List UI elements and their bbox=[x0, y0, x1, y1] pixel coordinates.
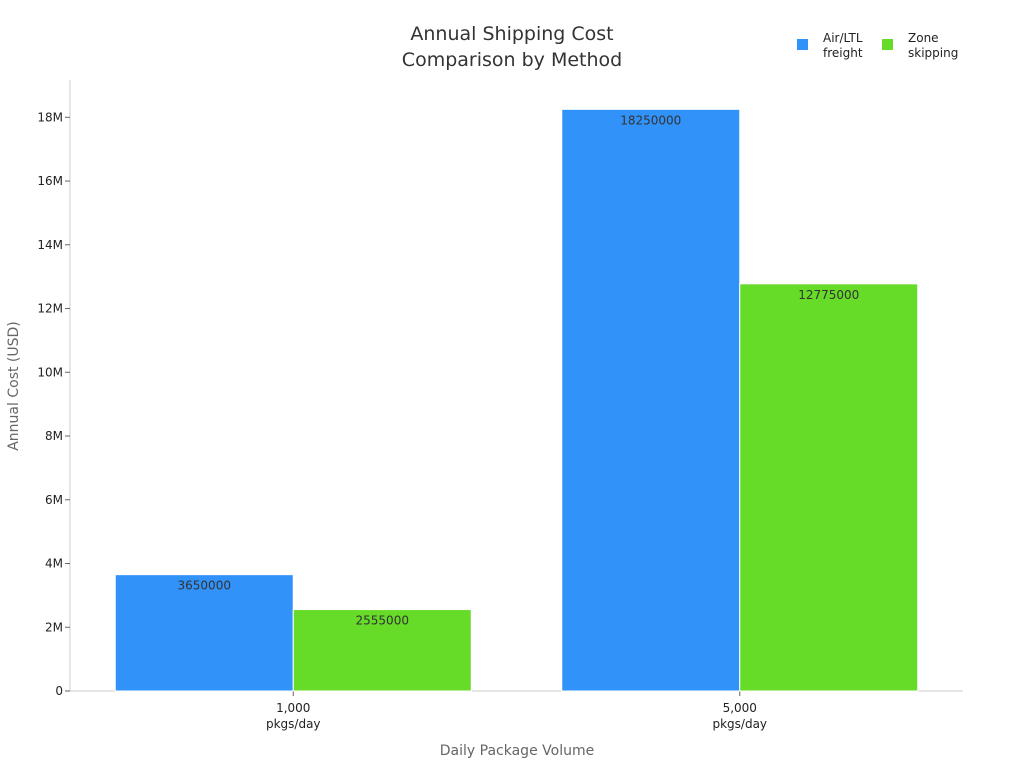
y-tick-label: 0 bbox=[55, 684, 63, 698]
y-tick-label: 8M bbox=[45, 429, 63, 443]
legend-label: skipping bbox=[908, 46, 958, 60]
y-tick-label: 16M bbox=[37, 174, 63, 188]
legend-swatch bbox=[882, 39, 893, 50]
legend-label: Zone bbox=[908, 31, 939, 45]
y-tick-label: 4M bbox=[45, 557, 63, 571]
y-tick-label: 12M bbox=[37, 302, 63, 316]
y-tick-label: 10M bbox=[37, 365, 63, 379]
chart-title-line-2: Comparison by Method bbox=[402, 49, 622, 71]
axes: 0 2M 4M 6M 8M 10M 12M 14M 16M 18M 1,000 pkgs/day 5,0… bbox=[37, 80, 963, 731]
chart-title-line-1: Annual Shipping Cost bbox=[410, 23, 613, 45]
chart-title: Annual Shipping Cost Comparison by Metho… bbox=[402, 23, 622, 71]
data-label: 18250000 bbox=[620, 113, 681, 127]
bar bbox=[114, 574, 294, 692]
legend-label: Air/LTL bbox=[823, 31, 863, 45]
x-tick-label: pkgs/day bbox=[266, 717, 321, 731]
data-label: 12775000 bbox=[798, 288, 859, 302]
y-axis-title: Annual Cost (USD) bbox=[6, 321, 22, 451]
bar bbox=[739, 283, 919, 692]
bar bbox=[561, 108, 741, 692]
bar bbox=[292, 609, 472, 692]
legend-label: freight bbox=[823, 46, 863, 60]
x-tick-label: 5,000 bbox=[723, 701, 757, 715]
data-label: 3650000 bbox=[178, 579, 231, 593]
bars: 3650000 2555000 18250000 12775000 bbox=[114, 108, 919, 692]
x-tick-label: 1,000 bbox=[276, 701, 310, 715]
y-tick-label: 14M bbox=[37, 238, 63, 252]
y-tick-label: 6M bbox=[45, 493, 63, 507]
x-tick-label: pkgs/day bbox=[712, 717, 767, 731]
x-axis-title: Daily Package Volume bbox=[440, 743, 594, 759]
y-tick-label: 2M bbox=[45, 620, 63, 634]
data-label: 2555000 bbox=[356, 614, 409, 628]
y-tick-label: 18M bbox=[37, 110, 63, 124]
legend-swatch bbox=[797, 39, 808, 50]
